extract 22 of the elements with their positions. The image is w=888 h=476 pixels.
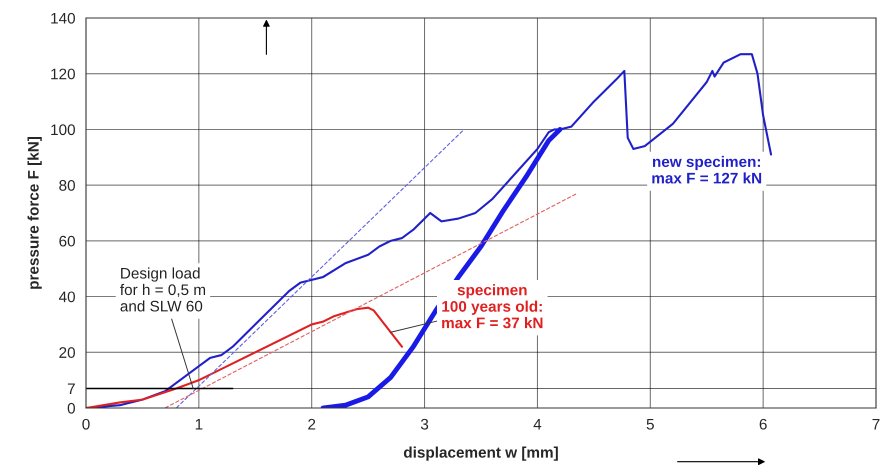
x-tick-label: 2 bbox=[308, 418, 316, 430]
annotation: specimen 100 years old: max F = 37 kN bbox=[442, 284, 542, 328]
x-axis-title: displacement w [mm] bbox=[404, 446, 558, 461]
y-tick-label: 60 bbox=[59, 236, 75, 247]
x-tick-label: 6 bbox=[760, 418, 767, 430]
x-tick-label: 0 bbox=[82, 418, 90, 430]
annotation: Design load for h = 0,5 m and SLW 60 bbox=[120, 267, 206, 312]
y-tick-label: 0 bbox=[68, 402, 75, 414]
y-tick-label: 100 bbox=[51, 124, 75, 136]
y-tick-label: 140 bbox=[51, 12, 75, 24]
y-tick-label: 80 bbox=[59, 180, 75, 191]
x-tick-label: 4 bbox=[534, 418, 542, 430]
annotation: new specimen: max F = 127 kN bbox=[652, 156, 762, 184]
y-tick-label: 7 bbox=[68, 384, 75, 394]
x-tick-label: 7 bbox=[872, 418, 880, 430]
y-axis-title: pressure force F [kN] bbox=[28, 137, 42, 289]
x-tick-label: 1 bbox=[196, 418, 202, 430]
y-tick-label: 20 bbox=[59, 347, 75, 358]
x-tick-label: 5 bbox=[646, 418, 654, 430]
y-tick-label: 120 bbox=[51, 68, 75, 80]
y-tick-label: 40 bbox=[58, 291, 75, 302]
x-tick-label: 3 bbox=[420, 418, 428, 430]
